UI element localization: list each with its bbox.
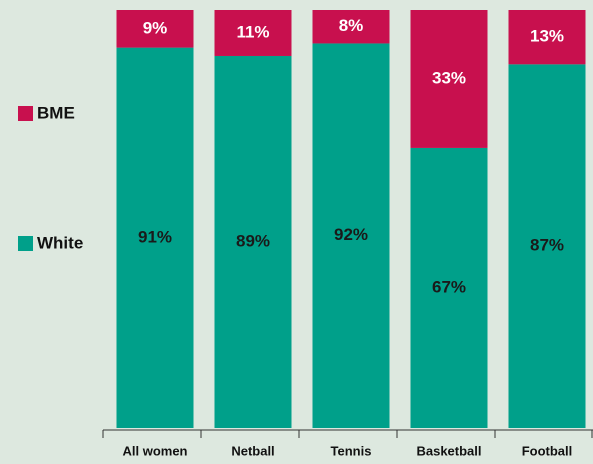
legend-swatch bbox=[18, 106, 33, 121]
value-label: 9% bbox=[143, 18, 168, 37]
value-label: 11% bbox=[236, 22, 269, 41]
x-tick-label: Netball bbox=[231, 443, 274, 458]
value-label: 67% bbox=[432, 277, 466, 296]
x-tick-label: Tennis bbox=[331, 443, 372, 458]
legend-label: White bbox=[37, 233, 83, 252]
value-label: 33% bbox=[432, 68, 466, 87]
value-label: 92% bbox=[334, 225, 368, 244]
bar-segment bbox=[214, 55, 292, 428]
bar-segment bbox=[312, 43, 390, 428]
bar-segment bbox=[312, 10, 390, 44]
bar-segment bbox=[410, 147, 488, 428]
bar-segment bbox=[116, 47, 194, 429]
legend-swatch bbox=[18, 236, 33, 251]
bar-segment bbox=[410, 10, 488, 148]
x-tick-label: Football bbox=[522, 443, 573, 458]
value-label: 13% bbox=[530, 27, 564, 46]
bar-segment bbox=[116, 10, 194, 48]
legend-label: BME bbox=[37, 103, 75, 122]
bar-segment bbox=[214, 10, 292, 56]
bar-segment bbox=[508, 64, 586, 428]
value-label: 89% bbox=[236, 231, 270, 250]
bar-segment bbox=[508, 10, 586, 65]
value-label: 91% bbox=[138, 227, 172, 246]
x-tick-label: Basketball bbox=[416, 443, 481, 458]
value-label: 87% bbox=[530, 236, 564, 255]
value-label: 8% bbox=[339, 16, 364, 35]
x-tick-label: All women bbox=[122, 443, 187, 458]
